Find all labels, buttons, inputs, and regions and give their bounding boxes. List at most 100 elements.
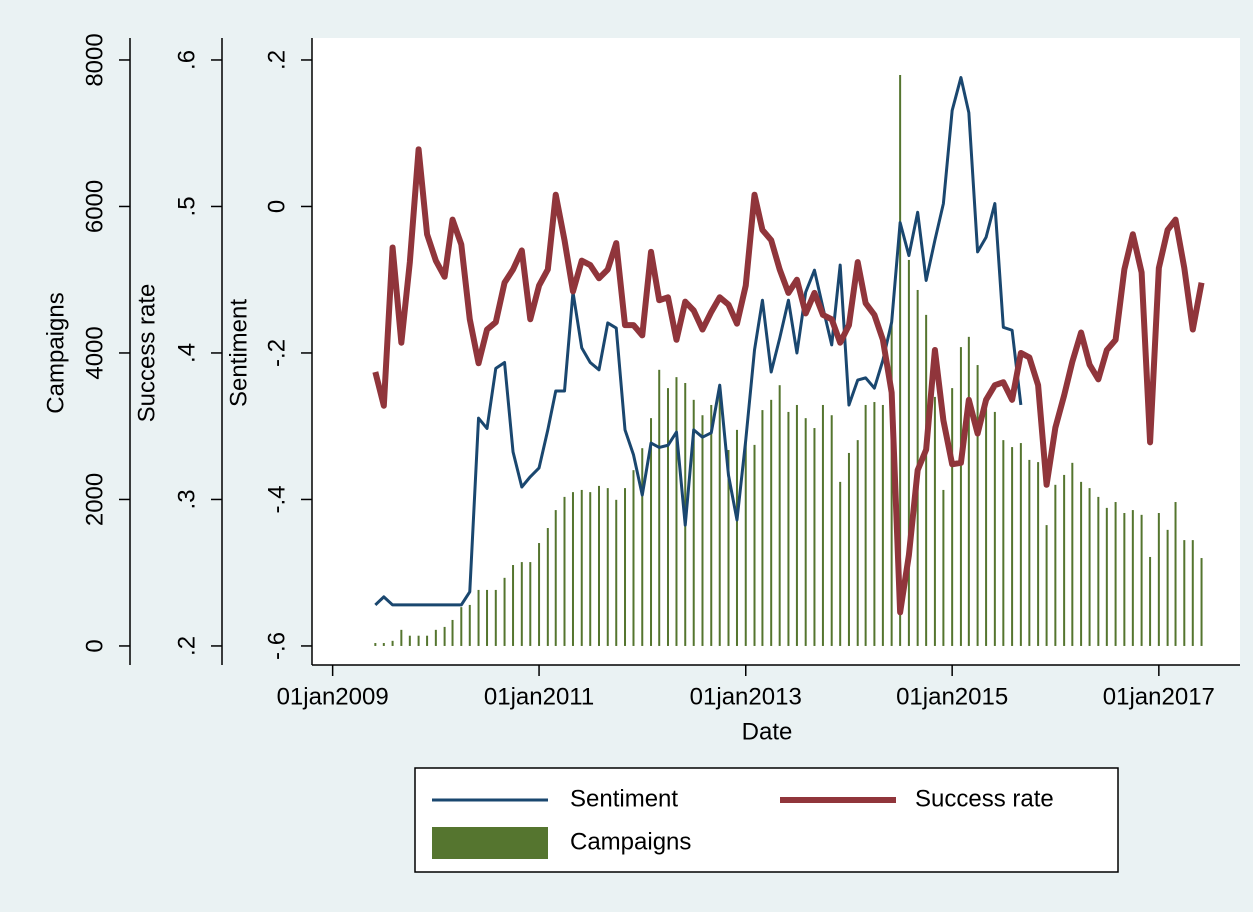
x-tick-label: 01jan2009: [277, 683, 389, 710]
bar: [529, 562, 532, 646]
bar: [589, 492, 592, 646]
bar: [434, 629, 437, 646]
x-tick-label: 01jan2011: [484, 683, 594, 710]
bar: [400, 629, 403, 646]
bar: [520, 562, 523, 646]
bar: [658, 369, 661, 646]
bar: [933, 396, 936, 646]
y2-axis-title: Success rate: [133, 284, 160, 423]
bar: [477, 589, 480, 646]
bar: [1071, 462, 1074, 646]
bar: [503, 577, 506, 646]
bar: [942, 489, 945, 646]
bar: [538, 543, 541, 646]
bar: [985, 398, 988, 646]
y-tick-label: -.4: [263, 485, 290, 513]
bar: [494, 589, 497, 646]
line: [372, 146, 1205, 616]
bar: [839, 481, 842, 646]
bar: [1063, 474, 1066, 646]
bar: [856, 440, 859, 646]
bar: [778, 385, 781, 646]
bar: [597, 485, 600, 646]
bar: [727, 450, 730, 646]
bar: [770, 399, 773, 646]
bar: [795, 404, 798, 646]
bar: [486, 589, 489, 646]
bar: [1002, 440, 1005, 646]
bar: [1054, 484, 1057, 646]
bar: [443, 626, 446, 646]
bar: [650, 418, 653, 646]
legend-label: Sentiment: [570, 785, 678, 812]
bar: [1011, 447, 1014, 646]
bar: [374, 643, 377, 646]
bar: [632, 470, 635, 646]
bar: [460, 607, 463, 646]
y-tick-label: .2: [263, 50, 290, 70]
bar: [710, 404, 713, 646]
bar: [391, 640, 394, 646]
bar: [408, 635, 411, 646]
bar: [967, 336, 970, 646]
bar: [907, 259, 910, 646]
y-tick-label: 0: [81, 639, 108, 652]
bar: [1149, 556, 1152, 646]
y-tick-label: 4000: [81, 326, 108, 379]
bar: [1019, 443, 1022, 646]
bar: [1174, 502, 1177, 646]
bar: [1105, 507, 1108, 646]
bar: [976, 365, 979, 646]
bar: [881, 404, 884, 646]
bar: [468, 604, 471, 646]
bar: [382, 643, 385, 646]
bar: [718, 387, 721, 646]
bar: [993, 411, 996, 646]
bar: [554, 510, 557, 646]
bar: [1200, 558, 1203, 646]
y-axis-title: Campaigns: [42, 292, 69, 413]
y-tick-label: .5: [173, 196, 200, 216]
y-tick-label: -.2: [263, 339, 290, 367]
bar: [1131, 510, 1134, 646]
x-tick-label: 01jan2017: [1103, 683, 1215, 710]
y-tick-label: 8000: [81, 33, 108, 86]
x-tick-label: 01jan2013: [690, 683, 802, 710]
legend-swatch: [432, 827, 548, 859]
bar: [1028, 459, 1031, 646]
bar: [1037, 462, 1040, 646]
bar: [1191, 540, 1194, 646]
y-tick-label: 0: [263, 200, 290, 213]
x-tick-label: 01jan2015: [896, 683, 1008, 710]
bar: [701, 415, 704, 646]
bar: [624, 488, 627, 646]
bar: [925, 314, 928, 646]
legend-label: Success rate: [915, 785, 1054, 812]
bar: [666, 388, 669, 646]
y3-axis-title: Sentiment: [225, 299, 252, 407]
bar: [761, 410, 764, 646]
y-tick-label: .3: [173, 489, 200, 509]
bar: [804, 418, 807, 646]
bar: [426, 635, 429, 646]
bar: [735, 429, 738, 646]
y-tick-label: .2: [173, 636, 200, 656]
legend-label: Campaigns: [570, 828, 691, 855]
bar: [1140, 514, 1143, 646]
bar: [1183, 540, 1186, 646]
y-tick-label: .4: [173, 343, 200, 363]
bar: [606, 488, 609, 646]
bar: [571, 492, 574, 646]
bar: [951, 388, 954, 646]
bar: [1166, 529, 1169, 646]
bar: [1088, 488, 1091, 646]
bar: [615, 499, 618, 646]
y-tick-label: .6: [173, 50, 200, 70]
bar: [864, 404, 867, 646]
y-tick-label: 2000: [81, 473, 108, 526]
bar: [1157, 513, 1160, 646]
y-tick-label: -.6: [263, 632, 290, 660]
bar: [1045, 525, 1048, 646]
bar: [1080, 481, 1083, 646]
bar: [417, 635, 420, 646]
